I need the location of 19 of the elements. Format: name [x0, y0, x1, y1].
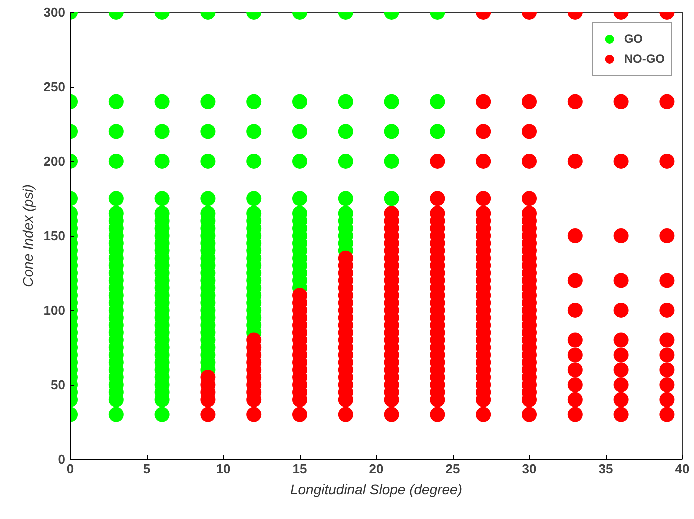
y-tick-label: 0 [58, 452, 66, 467]
x-axis-title: Longitudinal Slope (degree) [290, 482, 463, 498]
legend-label: NO-GO [624, 52, 665, 66]
legend-label: GO [624, 32, 644, 46]
y-tick-label: 50 [51, 378, 66, 392]
y-tick-label: 200 [44, 154, 66, 169]
x-tick-label: 5 [143, 462, 151, 476]
x-tick-label: 35 [598, 462, 614, 476]
x-tick-label: 30 [522, 462, 537, 476]
x-tick-label: 20 [369, 462, 384, 476]
y-axis-title: Cone Index (psi) [20, 184, 36, 288]
y-tick-label: 100 [44, 303, 66, 318]
x-tick-label: 10 [216, 462, 231, 476]
x-tick-label: 15 [292, 462, 308, 476]
y-tick-label: 300 [44, 5, 66, 20]
y-tick-label: 150 [44, 228, 66, 244]
y-tick-label: 250 [44, 80, 66, 94]
x-tick-label: 40 [675, 462, 690, 476]
x-tick-label: 25 [446, 462, 460, 476]
